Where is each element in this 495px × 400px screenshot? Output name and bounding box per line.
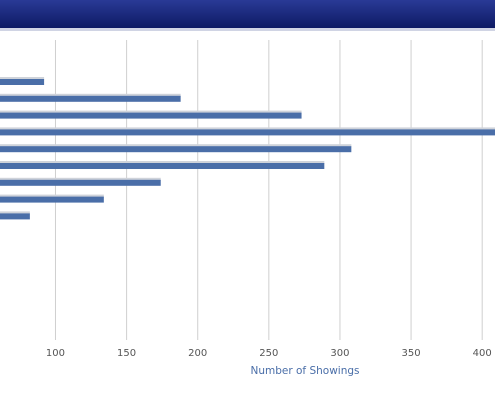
bar-shadow	[0, 110, 302, 114]
bar-shadow	[0, 161, 325, 164]
bar-shadow	[0, 211, 30, 215]
header-shadow	[0, 28, 495, 31]
x-tick-label: 150	[117, 348, 136, 359]
x-tick-label: 100	[46, 348, 65, 359]
x-tick-label: 350	[402, 348, 421, 359]
x-tick-label: 250	[259, 348, 278, 359]
bar	[0, 95, 181, 102]
x-tick-label: 300	[330, 348, 349, 359]
bar-shadow	[0, 144, 352, 148]
bar	[0, 163, 325, 169]
bar-shadow	[0, 77, 45, 80]
bar	[0, 79, 45, 85]
bar	[0, 196, 104, 203]
x-tick-label: 400	[473, 348, 492, 359]
x-tick-label: 200	[188, 348, 207, 359]
header-bar	[0, 0, 495, 28]
bar-shadow	[0, 194, 104, 198]
bar	[0, 129, 495, 136]
bar-shadow	[0, 93, 181, 97]
bar-shadow	[0, 177, 161, 181]
bar	[0, 112, 302, 119]
bar	[0, 179, 161, 186]
bar	[0, 146, 352, 153]
bar	[0, 213, 30, 220]
bar-shadow	[0, 127, 495, 131]
x-axis-title: Number of Showings	[250, 365, 359, 377]
